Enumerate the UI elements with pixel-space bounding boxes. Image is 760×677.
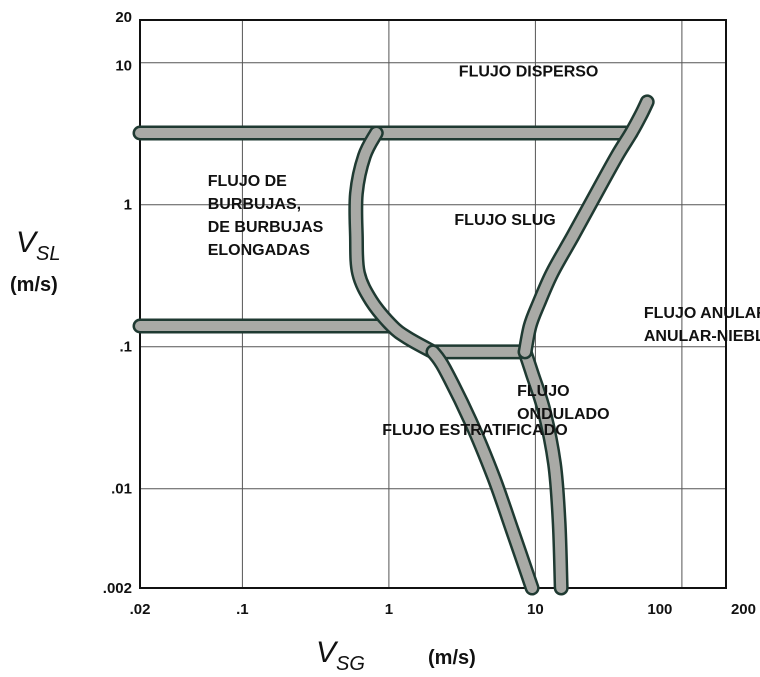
y-tick-labels: .002 .01 .1 1 10 20 (103, 9, 132, 597)
region-label-line: BURBUJAS, (208, 196, 301, 213)
regime-boundaries (132, 94, 655, 596)
region-label-line: FLUJO DE (208, 173, 287, 190)
region-label-line: FLUJO DISPERSO (459, 64, 599, 81)
y-tick-label: .1 (119, 339, 132, 356)
boundary-slug-annular (517, 94, 655, 360)
region-label-line: FLUJO ANULAR, (644, 305, 760, 322)
region-label: FLUJO ONDULADO (517, 383, 609, 423)
x-tick-label: 1 (385, 601, 393, 618)
region-label-line: DE BURBUJAS (208, 219, 324, 236)
boundary-wavy-annular (517, 344, 569, 596)
y-axis-label: VSL (16, 226, 60, 265)
region-label-line: FLUJO SLUG (454, 212, 555, 229)
region-label: FLUJO ESTRATIFICADO (382, 422, 567, 439)
x-tick-labels: .02 .1 1 10 100 200 (130, 601, 756, 618)
region-label-line: ONDULADO (517, 406, 609, 423)
plot-frame (139, 19, 727, 589)
x-tick-label: .02 (130, 601, 151, 618)
region-label-line: FLUJO ESTRATIFICADO (382, 422, 567, 439)
x-tick-label: 10 (527, 601, 544, 618)
region-label-line: ANULAR-NIEBLA (644, 328, 760, 345)
x-tick-label: 100 (647, 601, 672, 618)
region-labels: FLUJO DISPERSO FLUJO DE BURBUJAS, DE BURBUJ… (208, 64, 760, 439)
x-axis-unit: (m/s) (428, 647, 476, 669)
x-tick-label: 200 (731, 601, 756, 618)
region-label: FLUJO DISPERSO (459, 64, 599, 81)
region-label: FLUJO ANULAR, ANULAR-NIEBLA (644, 305, 760, 345)
y-tick-label: 10 (115, 58, 132, 75)
boundary-left-curve (348, 125, 441, 360)
boundary-fill (520, 346, 567, 593)
boundary-fill (428, 346, 538, 593)
region-label: FLUJO SLUG (454, 212, 555, 229)
boundary-fill (520, 96, 653, 357)
boundary-stratified-wavy (425, 344, 540, 596)
region-label-line: FLUJO (517, 383, 569, 400)
x-tick-label: .1 (236, 601, 249, 618)
x-axis-label: VSG (316, 636, 365, 675)
region-label: FLUJO DE BURBUJAS, DE BURBUJAS ELONGADAS (208, 173, 324, 259)
boundary-fill (350, 128, 438, 357)
y-tick-label: .002 (103, 580, 132, 597)
y-tick-label: .01 (111, 481, 132, 498)
y-tick-label: 1 (124, 197, 132, 214)
y-tick-label: 20 (115, 9, 132, 26)
region-label-line: ELONGADAS (208, 242, 311, 259)
y-axis-unit: (m/s) (10, 274, 58, 296)
